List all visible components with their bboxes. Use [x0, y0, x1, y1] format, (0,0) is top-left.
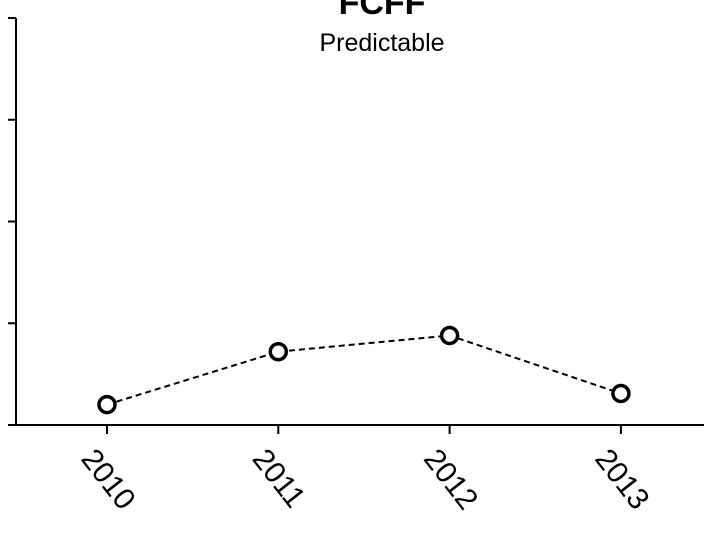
data-point	[439, 325, 460, 346]
data-point	[97, 394, 117, 415]
x-ticks	[106, 425, 622, 434]
series-line	[106, 334, 622, 406]
x-tick-label: 2013	[588, 443, 655, 516]
x-tick-label: 2011	[246, 443, 312, 514]
x-tick-label: 2010	[74, 443, 141, 516]
chart-title: FCFF	[339, 0, 426, 22]
x-tick-label: 2012	[417, 443, 484, 516]
chart-subtitle: Predictable	[319, 29, 444, 57]
series-group	[97, 325, 631, 415]
y-ticks	[8, 17, 16, 325]
x-tick-labels: 2010 2011 2012 2013	[74, 443, 655, 516]
data-point	[268, 341, 289, 362]
data-point	[611, 383, 631, 404]
